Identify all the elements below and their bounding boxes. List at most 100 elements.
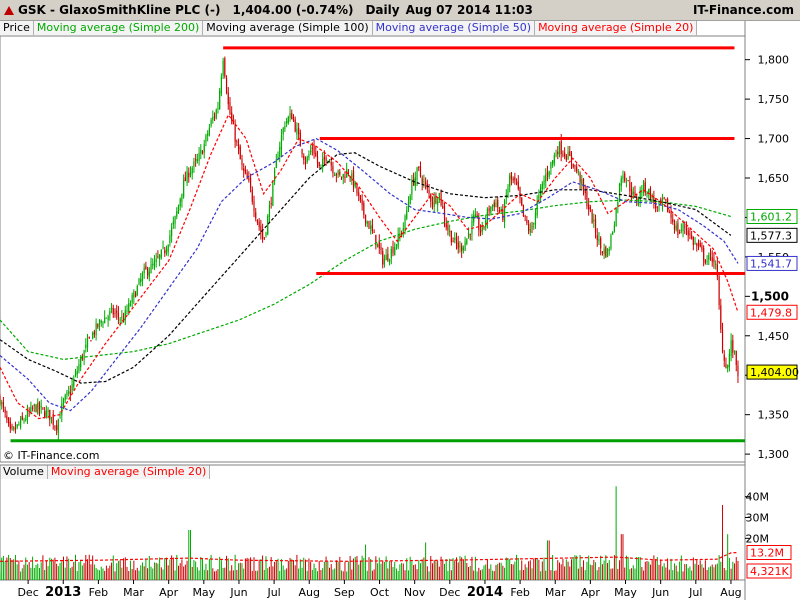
price-candle-body — [457, 242, 459, 249]
time-tick-label: Dec — [439, 586, 460, 599]
price-candle-body — [203, 144, 205, 153]
time-tick-label: 2013 — [45, 585, 81, 600]
price-candle-body — [159, 254, 161, 260]
price-legend-item[interactable]: Moving average (Simple 20) — [535, 21, 698, 35]
time-tick-label: Jun — [651, 586, 669, 599]
volume-legend-item[interactable]: Moving average (Simple 20) — [47, 465, 211, 479]
price-candle-body — [704, 259, 706, 264]
price-candle-body — [421, 178, 423, 184]
price-candle-body — [208, 127, 210, 135]
price-candle-body — [244, 169, 247, 173]
price-candle-body — [198, 153, 200, 161]
price-candle-body — [416, 167, 418, 180]
price-candle-body — [56, 425, 58, 431]
price-candle-body — [610, 235, 612, 249]
price-candle-body — [402, 228, 404, 231]
price-legend-item[interactable]: Moving average (Simple 100) — [203, 21, 373, 35]
price-candle-body — [696, 243, 698, 246]
price-value-box — [746, 304, 798, 320]
price-candle-body — [140, 278, 142, 283]
price-candle-body — [509, 175, 511, 187]
time-tick-label: May — [192, 586, 215, 599]
price-candle-body — [529, 229, 531, 233]
price-candle-body — [524, 215, 526, 217]
price-candle-body — [649, 188, 652, 200]
price-candle-body — [340, 176, 343, 179]
price-candle-body — [445, 223, 447, 228]
price-candle-body — [594, 218, 597, 233]
price-candle-body — [347, 171, 349, 175]
price-candle-body — [224, 58, 226, 77]
price-candle-body — [45, 410, 47, 417]
price-candle-body — [49, 409, 51, 420]
price-candle-body — [497, 199, 499, 208]
price-candle-body — [241, 159, 243, 166]
price-candle-body — [54, 426, 56, 428]
price-candle-body — [727, 365, 729, 369]
price-candle-body — [287, 116, 289, 124]
price-candle-body — [608, 249, 610, 251]
price-candle-body — [59, 417, 61, 419]
price-legend-item[interactable]: Moving average (Simple 200) — [33, 21, 204, 35]
price-candle-body — [691, 235, 693, 239]
price-candle-body — [342, 173, 344, 178]
price-candle-body — [414, 177, 416, 187]
price-candle-body — [552, 160, 554, 165]
price-candle-body — [7, 417, 10, 424]
price-value-box — [746, 255, 798, 271]
price-candle-body — [286, 120, 288, 124]
price-candle-body — [576, 166, 578, 172]
price-candle-body — [665, 198, 667, 201]
price-candle-body — [320, 164, 322, 166]
price-candle-body — [169, 235, 171, 243]
price-candle-body — [654, 201, 657, 209]
price-candle-body — [615, 208, 617, 226]
price-ytick-label: 1,700 — [758, 133, 790, 146]
price-candle-body — [236, 141, 238, 143]
price-candle-body — [327, 161, 329, 163]
price-candle-body — [330, 162, 332, 166]
price-candle-body — [1, 402, 3, 405]
price-candle-body — [261, 230, 264, 239]
time-tick-label: Mar — [123, 586, 144, 599]
price-ytick-label: 1,800 — [758, 54, 790, 67]
price-candle-body — [466, 238, 468, 245]
price-candle-body — [550, 161, 552, 169]
price-candle-body — [179, 198, 181, 207]
price-candle-body — [109, 311, 111, 315]
price-candle-body — [461, 245, 463, 252]
price-candle-body — [11, 426, 13, 429]
price-candle-body — [672, 219, 674, 223]
price-legend-item[interactable]: Moving average (Simple 50) — [372, 21, 536, 35]
volume-ytick-label: 20M — [746, 532, 770, 545]
time-tick-label: Jun — [229, 586, 247, 599]
price-candle-body — [145, 266, 147, 270]
price-candle-body — [157, 256, 159, 258]
price-value-label: 1,601.2 — [750, 210, 792, 223]
price-candle-body — [703, 247, 705, 261]
price-candle-body — [639, 189, 641, 201]
price-candle-body — [304, 161, 307, 165]
price-candle-body — [205, 135, 207, 143]
price-candle-body — [438, 193, 440, 201]
volume-legend-item[interactable]: Volume — [0, 465, 48, 479]
price-candle-body — [485, 220, 487, 228]
price-candle-body — [673, 223, 676, 230]
price-value-label: 1,404.00 — [750, 366, 799, 379]
price-candle-body — [629, 182, 631, 192]
price-candle-body — [373, 231, 375, 233]
price-candle-body — [306, 156, 308, 162]
price-candle-body — [364, 214, 367, 223]
price-candle-body — [443, 205, 446, 221]
price-candle-body — [164, 250, 166, 253]
price-candle-body — [358, 192, 360, 196]
price-value-label: 1,479.8 — [750, 306, 792, 319]
price-candle-body — [359, 195, 362, 201]
price-candle-body — [368, 221, 370, 229]
price-candle-body — [174, 216, 176, 224]
price-ytick-label: 1,350 — [758, 409, 790, 422]
price-legend-item[interactable]: Price — [0, 21, 34, 35]
price-candle-body — [584, 190, 586, 194]
price-candle-body — [397, 234, 399, 248]
